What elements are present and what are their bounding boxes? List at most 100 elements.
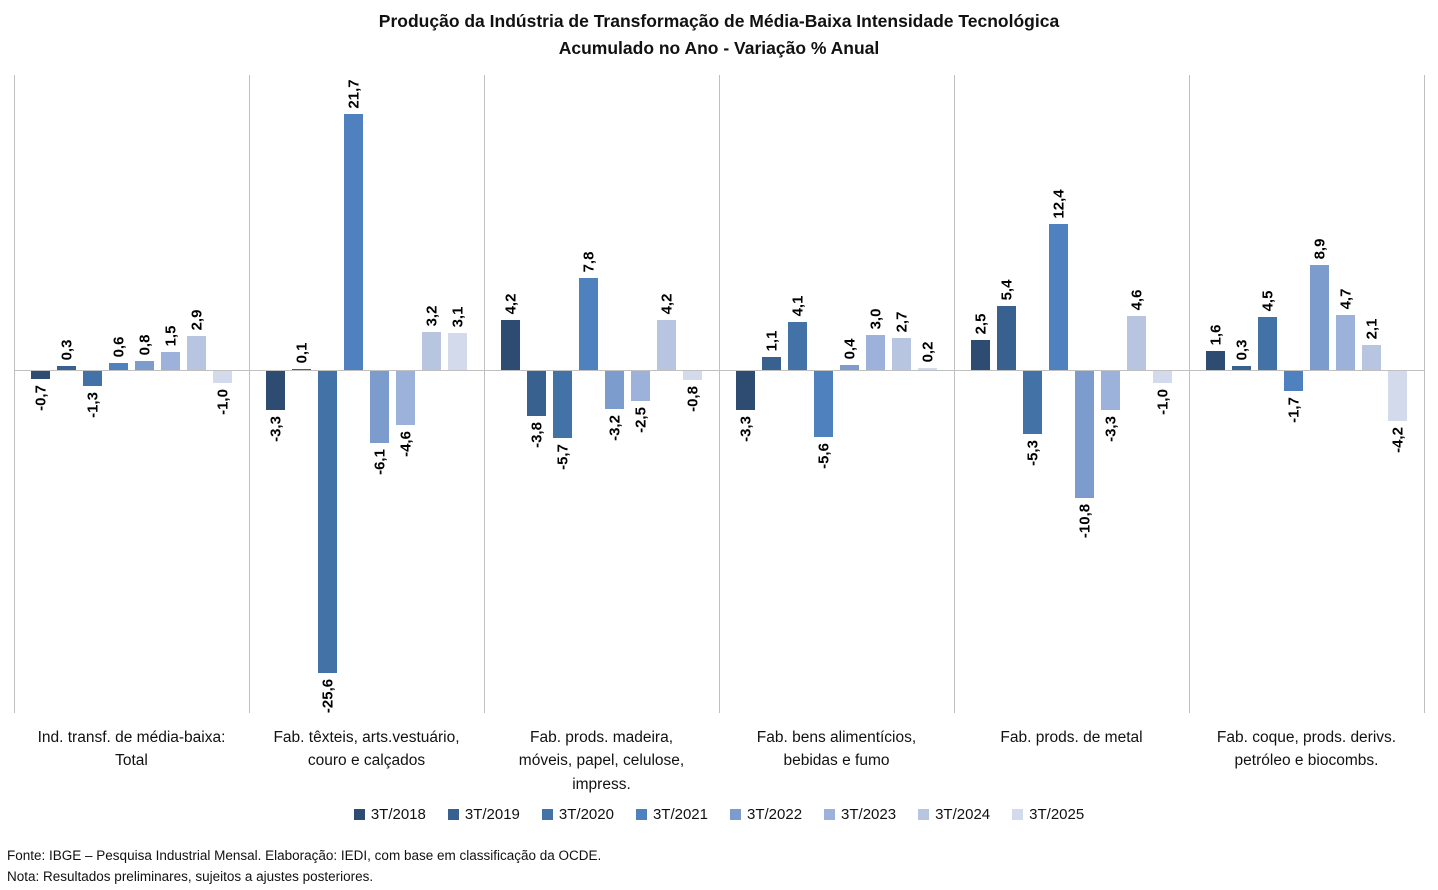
bar-value-label: 4,1 [789,295,806,316]
bar-value-label: 4,5 [1259,290,1276,311]
category-label-text: Fab. coque, prods. derivs. petróleo e bi… [1216,729,1397,770]
legend-label: 3T/2018 [370,806,426,823]
bar [344,114,363,370]
bar-value-label: 1,5 [162,325,179,346]
bar [292,369,311,370]
bar-value-label: -0,7 [32,385,49,411]
bar-value-label: 3,0 [867,308,884,329]
bar [1101,371,1120,410]
bar [422,332,441,370]
bar-value-label: -3,2 [606,415,623,441]
bar [501,320,520,370]
legend-item: 3T/2023 [824,806,896,823]
legend-label: 3T/2019 [464,806,520,823]
bar-value-label: 0,8 [136,334,153,355]
bar-value-label: 3,2 [423,305,440,326]
bar [57,366,76,370]
bar-value-label: -0,8 [684,386,701,412]
bar-value-label: -5,7 [554,444,571,470]
bar [736,371,755,410]
bar [1388,371,1407,421]
bar-value-label: -3,3 [1102,416,1119,442]
bar [631,371,650,401]
bar [1153,371,1172,383]
bar-value-label: 0,3 [1233,339,1250,360]
category-label: Fab. bens alimentícios, bebidas e fumo [719,726,954,796]
category-label: Fab. prods. de metal [954,726,1189,796]
legend-swatch [918,809,930,820]
bar-value-label: -3,8 [528,422,545,448]
category-label-text: Fab. têxteis, arts.vestuário, couro e ca… [273,729,460,770]
bar-value-label: 3,1 [449,306,466,327]
bar-value-label: 4,7 [1337,288,1354,309]
bar-value-label: -1,0 [214,389,231,415]
bar-value-label: 0,4 [841,338,858,359]
bar [161,352,180,370]
category-label-text: Fab. bens alimentícios, bebidas e fumo [756,729,917,770]
bar-value-label: -25,6 [319,678,336,714]
legend-swatch [635,809,647,820]
panel-separator [249,75,250,713]
bar-value-label: 2,1 [1363,318,1380,339]
legend: 3T/2018 3T/2019 3T/2020 3T/2021 3T/2022 3T/20… [0,806,1438,823]
bar [683,371,702,380]
bar-value-label: 1,6 [1207,324,1224,345]
bar-value-label: 2,5 [972,313,989,334]
bar-value-label: 4,2 [502,293,519,314]
category-axis: Ind. transf. de média-baixa: Total Fab. t… [14,726,1424,796]
bar [187,336,206,370]
bar-value-label: 1,1 [763,330,780,351]
bar-value-label: 4,6 [1128,289,1145,310]
legend-label: 3T/2020 [558,806,614,823]
bar [83,371,102,386]
category-label-text: Fab. prods. madeira, móveis, papel, celu… [518,729,685,793]
bar [788,322,807,370]
bar-value-label: 0,1 [293,342,310,363]
bar [1232,366,1251,370]
bar-value-label: 12,4 [1050,188,1067,219]
panel-separator [1424,75,1425,713]
bar [553,371,572,438]
bar-value-label: -3,3 [737,416,754,442]
bar [1336,315,1355,370]
legend-item: 3T/2024 [918,806,990,823]
bar [527,371,546,416]
legend-item: 3T/2022 [730,806,802,823]
legend-label: 3T/2023 [841,806,897,823]
category-label: Fab. prods. madeira, móveis, papel, celu… [484,726,719,796]
category-label: Fab. têxteis, arts.vestuário, couro e ca… [249,726,484,796]
legend-swatch [447,809,459,820]
bar-value-label: 21,7 [345,78,362,109]
bar-value-label: -1,3 [84,392,101,418]
bar-value-label: -10,8 [1076,503,1093,539]
legend-label: 3T/2024 [935,806,991,823]
zero-axis-line [14,370,1424,371]
bar [109,363,128,370]
panel-separator [1189,75,1190,713]
legend-swatch [353,809,365,820]
panel-separator [954,75,955,713]
legend-item: 3T/2025 [1012,806,1084,823]
legend-item: 3T/2018 [353,806,426,823]
bar-value-label: 0,2 [919,341,936,362]
legend-label: 3T/2025 [1029,806,1085,823]
bar-value-label: 8,9 [1311,238,1328,259]
bar-value-label: -6,1 [371,449,388,475]
bar [579,278,598,370]
bar [318,371,337,673]
bar [1284,371,1303,391]
category-label: Fab. coque, prods. derivs. petróleo e bi… [1189,726,1424,796]
legend-item: 3T/2019 [447,806,520,823]
bar [997,306,1016,370]
bar-value-label: 0,6 [110,336,127,357]
legend-item: 3T/2020 [541,806,614,823]
bar-value-label: -1,7 [1285,397,1302,423]
bar [840,365,859,370]
bar [1258,317,1277,370]
bar [605,371,624,409]
bar [1206,351,1225,370]
bar-value-label: -2,5 [632,407,649,433]
category-label-text: Ind. transf. de média-baixa: Total [37,729,226,770]
bar-value-label: 2,9 [188,309,205,330]
